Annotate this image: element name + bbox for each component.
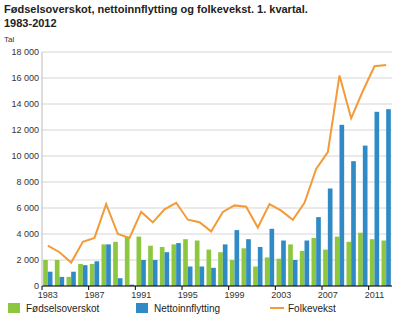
bar [102,244,107,286]
bar [83,265,88,286]
subtitle: 1983-2012 [4,17,57,29]
bar [230,260,235,286]
y-tick-label: 2 000 [16,255,39,265]
bar [106,244,111,286]
bar [335,237,340,286]
bar [293,260,298,286]
bar [347,242,352,286]
y-axis [42,52,43,286]
bar [160,247,165,286]
grid-line [42,52,392,53]
x-tick-label: 2007 [318,290,338,300]
y-tick-label: 16 000 [11,73,39,83]
bar [253,267,258,287]
bar [60,277,65,286]
x-axis [42,286,392,287]
x-tick-label: 1987 [84,290,104,300]
bar [141,260,146,286]
bar [270,229,275,286]
bar [137,237,142,286]
bar [258,247,263,286]
bar [125,237,130,286]
grid-line [42,104,392,105]
legend-swatch [8,303,20,313]
bar [235,230,240,286]
bar [246,239,251,286]
line [48,65,386,263]
bar [90,264,95,286]
bar [176,243,181,286]
bar [153,260,158,286]
y-tick-label: 12 000 [11,125,39,135]
bar [242,248,247,286]
bar [370,239,375,286]
legend-label: Folkevekst [288,303,336,314]
bar [43,260,48,286]
bar [78,264,83,286]
bar [305,241,310,287]
plot-area [43,65,391,286]
bar [148,246,153,286]
bar [118,278,123,286]
bar [351,161,356,286]
y-tick-label: 8 000 [16,177,39,187]
legend-swatch [136,303,148,313]
bar [195,241,200,287]
bar [281,241,286,287]
grid-line [42,286,392,287]
y-tick-label: 6 000 [16,203,39,213]
bar [300,251,305,286]
x-tick-label: 1999 [224,290,244,300]
x-tick-label: 2003 [271,290,291,300]
bar [218,252,223,286]
x-tick-label: 1995 [178,290,198,300]
bar [172,244,177,286]
bar [312,238,317,286]
bar [386,109,391,286]
y-tick-label: 10 000 [11,151,39,161]
bar [363,146,368,286]
chart: Fødselsoverskot, nettoinnflytting og fol… [0,0,397,320]
bar [328,189,333,287]
y-tick-label: 14 000 [11,99,39,109]
bar [211,268,216,286]
bar [375,112,380,286]
y-label: Tal [4,35,14,44]
bar [48,272,53,286]
bar [340,125,345,286]
bar [207,250,212,286]
bar [188,267,193,287]
x-tick-label: 1991 [131,290,151,300]
bar [265,257,270,286]
y-tick-label: 18 000 [11,47,39,57]
bar [316,217,321,286]
bar [323,250,328,286]
bar [71,272,76,286]
x-tick-label: 1983 [38,290,58,300]
bar [288,244,293,286]
bar [358,233,363,286]
bar [200,267,205,287]
x-tick-label: 2011 [365,290,384,300]
bar [55,260,60,286]
bar [382,241,387,287]
legend-label: Fødselsoverskot [26,303,100,314]
bar [277,259,282,286]
title: Fødselsoverskot, nettoinnflytting og fol… [4,3,308,15]
bar [165,252,170,286]
legend-label: Nettoinnflytting [154,303,220,314]
bar [183,239,188,286]
legend-swatch [270,307,284,309]
bar [113,242,118,286]
bar [67,277,72,286]
bar [223,244,228,286]
bar [95,261,100,286]
y-tick-label: 4 000 [16,229,39,239]
